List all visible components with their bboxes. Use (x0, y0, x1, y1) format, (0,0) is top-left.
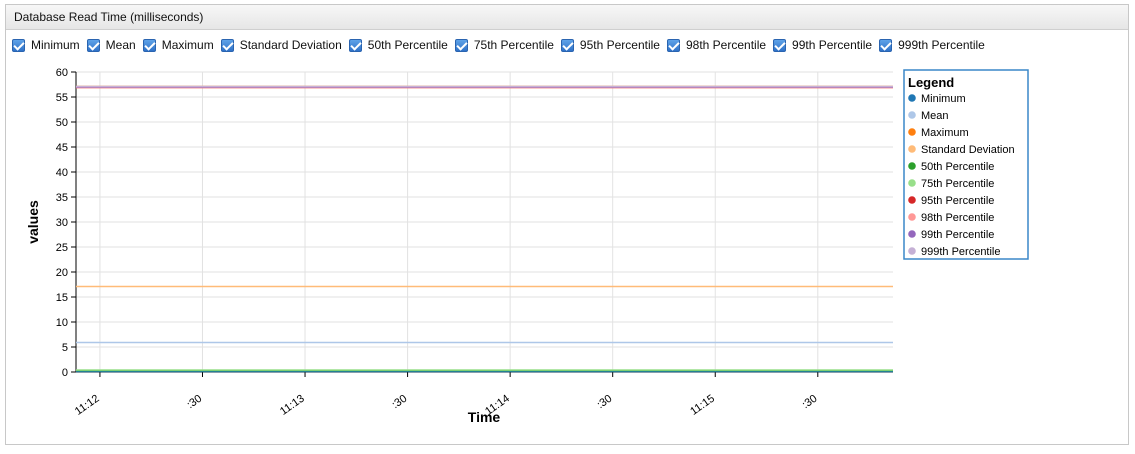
legend-marker (908, 213, 916, 221)
y-tick-label: 15 (56, 292, 68, 304)
checkbox[interactable] (879, 38, 893, 52)
legend-item-label: 99th Percentile (921, 229, 994, 241)
x-tick-label: :30 (185, 393, 204, 412)
toggle-label: Minimum (31, 38, 80, 52)
legend-title: Legend (908, 75, 954, 90)
y-tick-label: 35 (56, 192, 68, 204)
x-tick-label: :30 (595, 393, 614, 412)
y-tick-label: 30 (56, 217, 68, 229)
toggle-minimum[interactable]: Minimum (12, 38, 80, 52)
legend-item-label: Mean (921, 110, 949, 122)
checkbox[interactable] (560, 38, 574, 52)
toggle-mean[interactable]: Mean (86, 38, 136, 52)
legend-item-label: 999th Percentile (921, 246, 1001, 258)
checkbox[interactable] (454, 38, 468, 52)
x-axis-title: Time (468, 409, 501, 425)
x-tick-label: :30 (390, 393, 409, 412)
y-tick-label: 50 (56, 117, 68, 129)
checkbox[interactable] (348, 38, 362, 52)
toggle-label: Maximum (161, 38, 214, 52)
y-tick-label: 10 (56, 317, 68, 329)
toggle-50th-percentile[interactable]: 50th Percentile (348, 38, 448, 52)
legend-item-label: 50th Percentile (921, 161, 994, 173)
toggle-label: 50th Percentile (367, 38, 448, 52)
legend-box (903, 69, 1029, 260)
legend-marker (908, 162, 916, 170)
legend-item-label: Minimum (921, 93, 966, 105)
toggle-98th-percentile[interactable]: 98th Percentile (666, 38, 767, 52)
toggle-label: 999th Percentile (898, 38, 985, 52)
y-tick-label: 20 (56, 267, 68, 279)
y-tick-label: 45 (56, 142, 68, 154)
toggle-75th-percentile[interactable]: 75th Percentile (454, 38, 554, 52)
checkbox[interactable] (86, 38, 100, 52)
legend-marker (908, 247, 916, 255)
toggle-label: 75th Percentile (473, 38, 554, 52)
toggle-standard-deviation[interactable]: Standard Deviation (220, 38, 342, 52)
checkbox[interactable] (666, 38, 680, 52)
legend-item-label: 95th Percentile (921, 195, 994, 207)
toggle-label: 95th Percentile (579, 38, 660, 52)
checkbox[interactable] (12, 38, 25, 52)
legend-item-label: 98th Percentile (921, 212, 994, 224)
toggle-95th-percentile[interactable]: 95th Percentile (560, 38, 660, 52)
legend-item-label: Maximum (921, 127, 969, 139)
legend-marker (908, 196, 916, 204)
legend-item-label: 75th Percentile (921, 178, 994, 190)
legend-marker (908, 94, 916, 102)
y-tick-label: 0 (62, 367, 68, 379)
toggle-99th-percentile[interactable]: 99th Percentile (773, 38, 872, 52)
legend-marker (908, 128, 916, 136)
x-tick-label: 11:12 (73, 393, 102, 418)
toggle-label: Mean (105, 38, 136, 52)
y-tick-label: 40 (56, 167, 68, 179)
checkbox[interactable] (142, 38, 156, 52)
toggle-label: 99th Percentile (792, 38, 873, 52)
toggle-999th-percentile[interactable]: 999th Percentile (879, 38, 985, 52)
checkbox[interactable] (773, 38, 787, 52)
panel-title: Database Read Time (milliseconds) (6, 5, 1128, 30)
y-tick-label: 25 (56, 242, 68, 254)
legend-marker (908, 111, 916, 119)
x-tick-label: 11:15 (688, 393, 717, 418)
y-axis-title: values (25, 200, 41, 244)
series-toggle-bar: Minimum Mean Maximum Standard Deviation 50th… (12, 36, 992, 54)
y-tick-label: 5 (62, 342, 68, 354)
y-tick-label: 55 (56, 92, 68, 104)
y-tick-label: 60 (56, 67, 68, 79)
legend-item-label: Standard Deviation (921, 144, 1015, 156)
legend-marker (908, 179, 916, 187)
toggle-maximum[interactable]: Maximum (142, 38, 214, 52)
toggle-label: 98th Percentile (685, 38, 767, 52)
checkbox[interactable] (220, 38, 234, 52)
legend-marker (908, 230, 916, 238)
legend-marker (908, 145, 916, 153)
x-tick-label: 11:13 (278, 393, 307, 418)
toggle-label: Standard Deviation (239, 38, 342, 52)
x-tick-label: :30 (800, 393, 819, 412)
